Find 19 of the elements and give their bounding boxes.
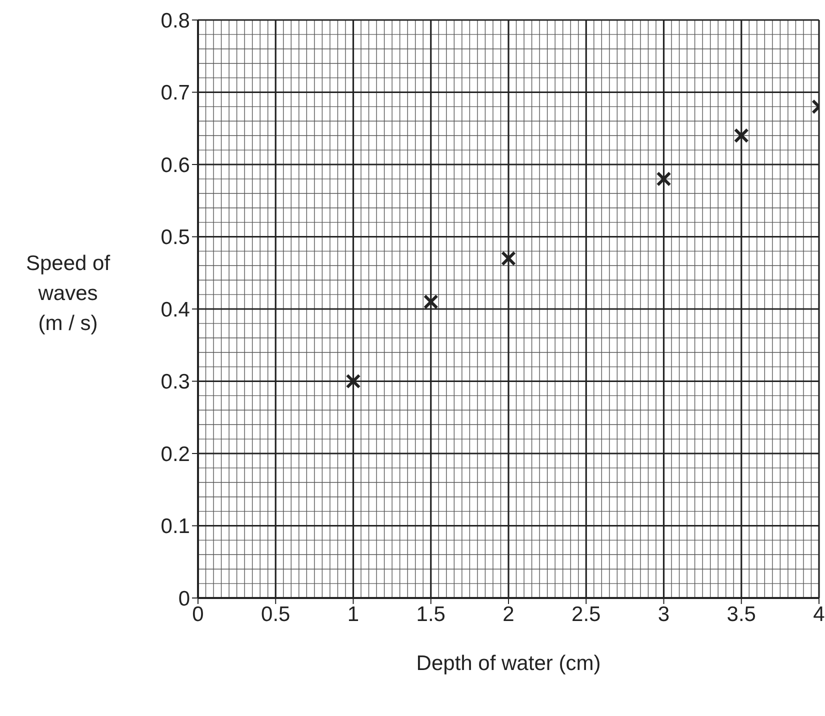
x-tick-label: 3.5 bbox=[726, 602, 756, 626]
y-tick-label: 0.6 bbox=[160, 154, 190, 177]
x-tick-label: 2 bbox=[502, 602, 514, 626]
y-tick-label: 0.3 bbox=[160, 370, 190, 394]
x-tick-label: 2.5 bbox=[572, 602, 601, 626]
y-tick-label: 0.4 bbox=[160, 298, 190, 322]
x-tick-label: 1.5 bbox=[416, 602, 446, 626]
y-tick-label: 0 bbox=[178, 587, 190, 610]
x-tick-label: 4 bbox=[813, 602, 825, 626]
y-tick-label: 0.7 bbox=[160, 82, 190, 105]
y-tick-label: 0.5 bbox=[160, 226, 190, 250]
x-tick-label: 1 bbox=[347, 602, 360, 626]
y-tick-label: 0.8 bbox=[160, 9, 190, 32]
x-axis-title: Depth of water (cm) bbox=[415, 652, 602, 676]
y-tick-label: 0.1 bbox=[160, 515, 190, 538]
y-axis-title: Speed of waves (m / s) bbox=[24, 251, 112, 337]
x-tick-label: 3 bbox=[658, 602, 670, 626]
x-tick-label: 0.5 bbox=[261, 602, 290, 626]
y-tick-label: 0.2 bbox=[160, 442, 190, 466]
